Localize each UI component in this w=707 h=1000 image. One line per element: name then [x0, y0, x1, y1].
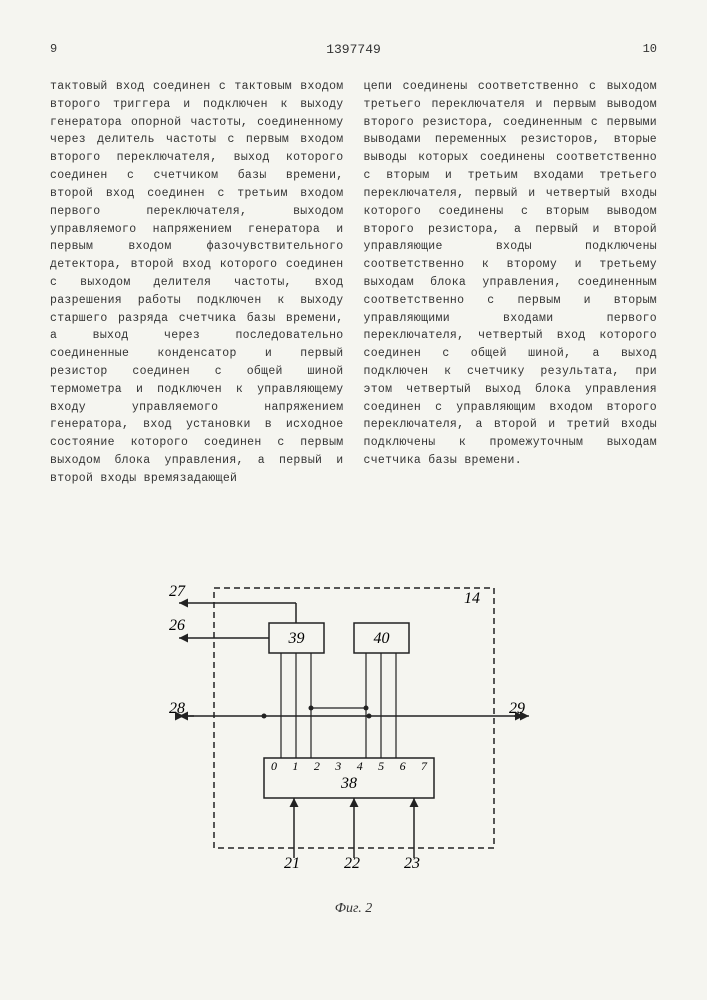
svg-text:0: 0 [271, 759, 277, 773]
svg-text:6: 6 [399, 759, 405, 773]
svg-text:1: 1 [292, 759, 298, 773]
column-left: тактовый вход соединен с тактовым входом… [50, 78, 344, 488]
svg-text:5: 5 [378, 759, 384, 773]
svg-text:4: 4 [356, 759, 362, 773]
column-right: цепи соединены соответственно с выходом … [364, 78, 658, 488]
page-number-right: 10 [643, 40, 657, 58]
svg-text:40: 40 [373, 630, 389, 647]
svg-text:14: 14 [464, 590, 480, 607]
svg-text:21: 21 [284, 855, 300, 872]
svg-text:28: 28 [169, 700, 185, 717]
svg-text:7: 7 [421, 759, 428, 773]
figure-caption: Фиг. 2 [50, 898, 657, 919]
patent-number: 1397749 [326, 40, 381, 60]
figure-container: 143940380123456727262829212223 [50, 548, 657, 888]
text-columns: тактовый вход соединен с тактовым входом… [50, 78, 657, 488]
page-number-left: 9 [50, 40, 57, 58]
svg-text:3: 3 [334, 759, 341, 773]
svg-text:23: 23 [404, 855, 420, 872]
svg-text:22: 22 [344, 855, 360, 872]
svg-text:39: 39 [287, 630, 304, 647]
svg-text:27: 27 [169, 583, 186, 600]
circuit-diagram: 143940380123456727262829212223 [154, 548, 554, 888]
svg-text:38: 38 [340, 775, 357, 792]
svg-text:29: 29 [509, 700, 525, 717]
svg-text:26: 26 [169, 617, 185, 634]
svg-text:2: 2 [313, 759, 319, 773]
